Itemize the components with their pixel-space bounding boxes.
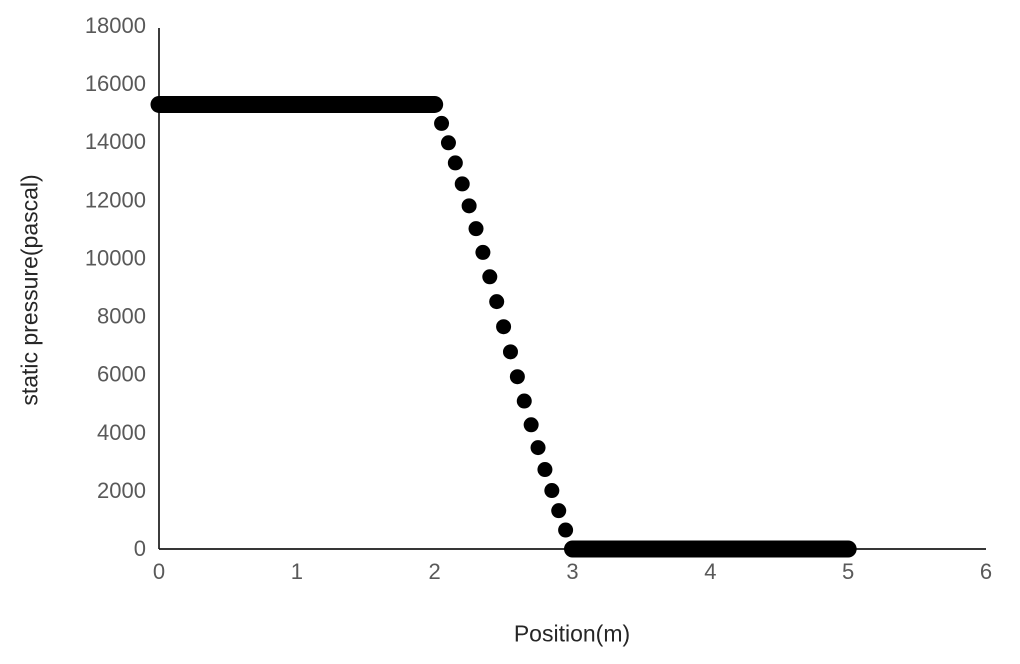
svg-text:6: 6 [980,559,992,584]
svg-text:10000: 10000 [85,245,146,270]
svg-text:3: 3 [566,559,578,584]
svg-text:4000: 4000 [97,420,146,445]
svg-text:14000: 14000 [85,129,146,154]
svg-text:6000: 6000 [97,362,146,387]
svg-text:8000: 8000 [97,304,146,329]
svg-text:0: 0 [153,559,165,584]
svg-text:2: 2 [429,559,441,584]
svg-text:2000: 2000 [97,478,146,503]
svg-text:0: 0 [134,536,146,561]
svg-text:18000: 18000 [85,13,146,38]
svg-text:4: 4 [704,559,716,584]
svg-text:12000: 12000 [85,187,146,212]
svg-text:1: 1 [291,559,303,584]
svg-text:5: 5 [842,559,854,584]
svg-text:16000: 16000 [85,71,146,96]
